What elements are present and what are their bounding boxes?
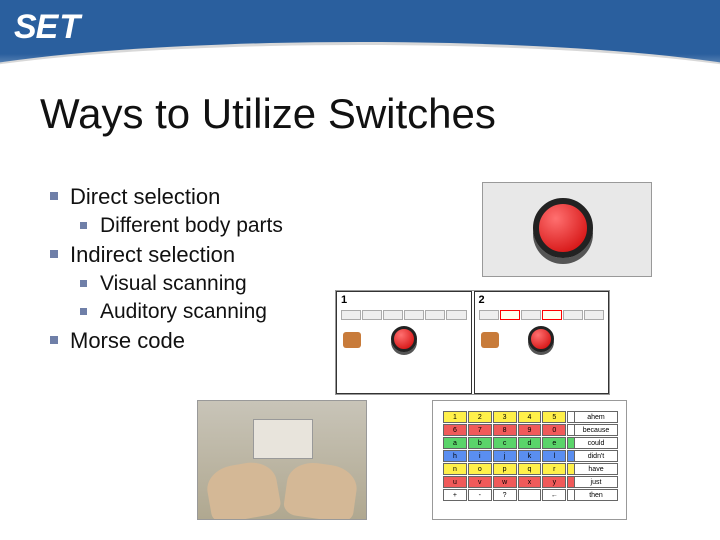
- keyboard-sidewords: ahem because could didn't have just then: [574, 411, 618, 501]
- dog-icon: [343, 332, 361, 348]
- scan-panel-1: 1: [336, 291, 472, 394]
- device-icon: [253, 419, 313, 459]
- image-scanning-panels: 1 2: [335, 290, 610, 395]
- logo-text: SE: [14, 8, 57, 47]
- scan-panel-2: 2: [474, 291, 610, 394]
- image-keyboard-grid: 12345 67890 abcdefg hijklm nopqrst uvwxy…: [432, 400, 627, 520]
- image-switch-button: [482, 182, 652, 277]
- mini-switch-icon: [528, 326, 554, 352]
- panel-number: 2: [479, 294, 485, 306]
- mini-switch-icon: [391, 326, 417, 352]
- hand-icon: [283, 459, 360, 520]
- dog-icon: [481, 332, 499, 348]
- logo-icon: T: [59, 8, 80, 47]
- slide-title: Ways to Utilize Switches: [40, 90, 690, 138]
- logo: SE T: [14, 8, 80, 47]
- panel-number: 1: [341, 294, 347, 306]
- hand-icon: [204, 458, 282, 520]
- image-hands-device: [197, 400, 367, 520]
- switch-icon: [533, 198, 593, 258]
